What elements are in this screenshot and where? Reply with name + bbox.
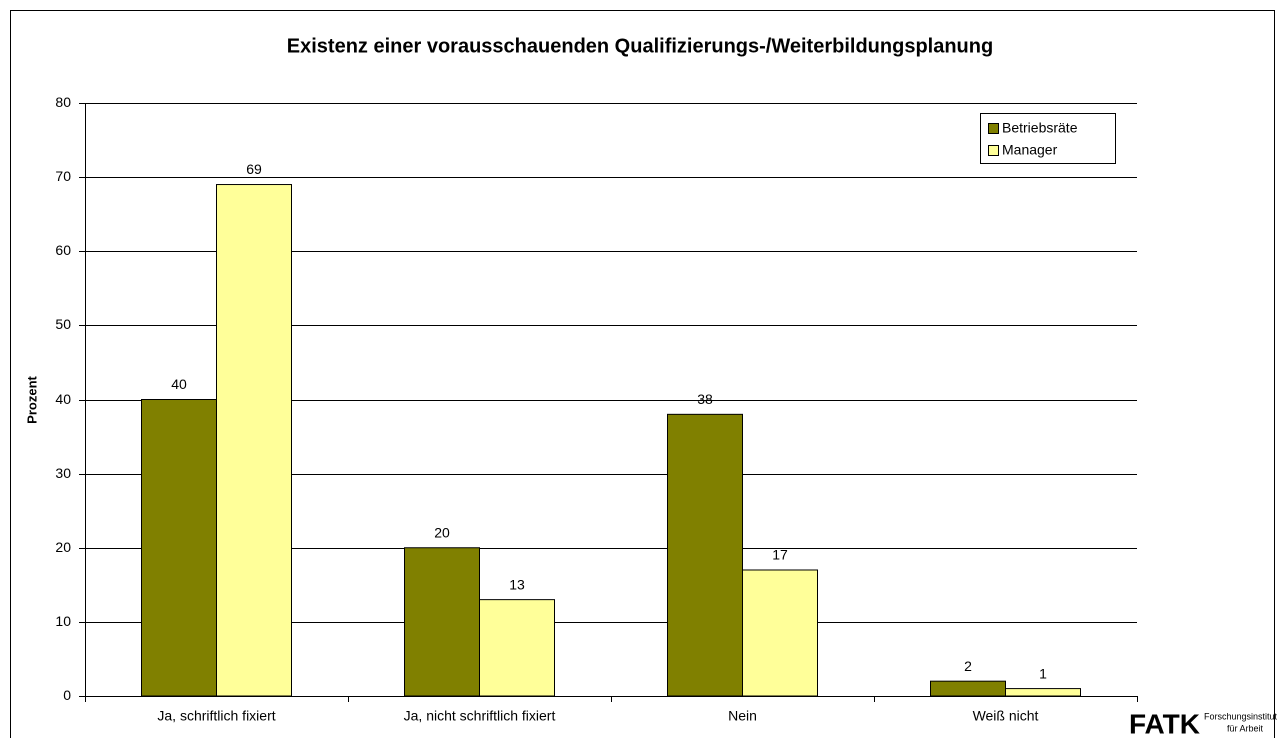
x-tick-label: Nein: [728, 708, 757, 724]
data-label: 69: [246, 161, 262, 177]
logo-mark: FATK: [1129, 708, 1200, 738]
x-tick-label: Weiß nicht: [973, 708, 1039, 724]
chart-title: Existenz einer vorausschauenden Qualifiz…: [287, 35, 993, 57]
legend-label: Manager: [1002, 142, 1058, 158]
legend-swatch: [988, 123, 999, 134]
data-label: 17: [772, 547, 788, 563]
logo-text: für Arbeit: [1227, 723, 1264, 733]
bar: [141, 399, 217, 697]
y-tick-label: 80: [55, 94, 71, 110]
y-tick-label: 60: [55, 242, 71, 258]
bar: [667, 413, 743, 697]
data-label: 38: [697, 391, 713, 407]
bar: [930, 680, 1006, 697]
data-label: 20: [434, 524, 450, 540]
bar: [1005, 688, 1081, 697]
y-tick-label: 40: [55, 391, 71, 407]
data-label: 40: [171, 376, 187, 392]
y-axis-label: Prozent: [24, 375, 39, 423]
bar: [404, 547, 480, 697]
legend: [980, 113, 1116, 164]
bar: [216, 184, 292, 697]
legend-swatch: [988, 145, 999, 156]
y-tick-label: 10: [55, 613, 71, 629]
y-tick-label: 20: [55, 539, 71, 555]
data-label: 2: [964, 658, 972, 674]
data-label: 13: [509, 576, 525, 592]
legend-label: Betriebsräte: [1002, 120, 1078, 136]
y-tick-label: 50: [55, 316, 71, 332]
bar: [742, 569, 818, 697]
data-label: 1: [1039, 665, 1047, 681]
x-tick-label: Ja, nicht schriftlich fixiert: [404, 708, 556, 724]
bar: [479, 599, 555, 697]
x-tick-label: Ja, schriftlich fixiert: [157, 708, 275, 724]
y-tick-label: 30: [55, 465, 71, 481]
y-tick-label: 0: [63, 687, 71, 703]
logo-text: Forschungsinstitut: [1204, 711, 1278, 721]
y-tick-label: 70: [55, 168, 71, 184]
